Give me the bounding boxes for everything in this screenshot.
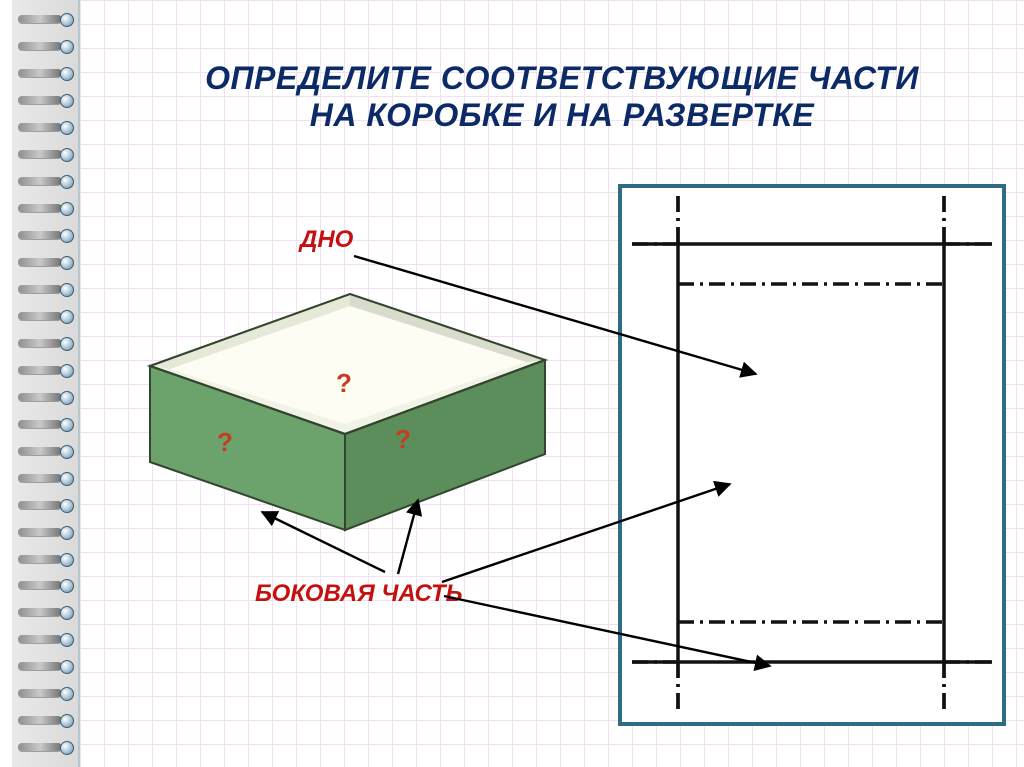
title-line-1: ОПРЕДЕЛИТЕ СООТВЕТСТВУЮЩИЕ ЧАСТИ bbox=[110, 60, 1014, 97]
label-bokovaya: БОКОВАЯ ЧАСТЬ bbox=[255, 580, 463, 608]
label-dno: ДНО bbox=[300, 226, 353, 254]
spiral-binding bbox=[12, 0, 78, 767]
title-line-2: НА КОРОБКЕ И НА РАЗВЕРТКЕ bbox=[110, 97, 1014, 134]
page-root: ОПРЕДЕЛИТЕ СООТВЕТСТВУЮЩИЕ ЧАСТИ НА КОРО… bbox=[0, 0, 1024, 767]
page-title: ОПРЕДЕЛИТЕ СООТВЕТСТВУЮЩИЕ ЧАСТИ НА КОРО… bbox=[110, 60, 1014, 134]
